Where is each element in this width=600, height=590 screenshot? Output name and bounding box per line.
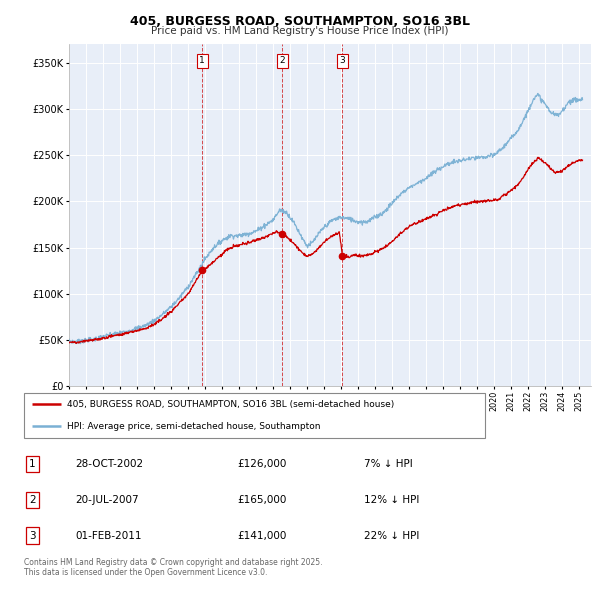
- Text: 405, BURGESS ROAD, SOUTHAMPTON, SO16 3BL (semi-detached house): 405, BURGESS ROAD, SOUTHAMPTON, SO16 3BL…: [67, 400, 394, 409]
- Text: £165,000: £165,000: [237, 495, 286, 504]
- Text: Contains HM Land Registry data © Crown copyright and database right 2025.
This d: Contains HM Land Registry data © Crown c…: [24, 558, 322, 578]
- Text: 28-OCT-2002: 28-OCT-2002: [76, 459, 144, 469]
- Text: Price paid vs. HM Land Registry's House Price Index (HPI): Price paid vs. HM Land Registry's House …: [151, 26, 449, 36]
- Text: 405, BURGESS ROAD, SOUTHAMPTON, SO16 3BL: 405, BURGESS ROAD, SOUTHAMPTON, SO16 3BL: [130, 15, 470, 28]
- Text: 1: 1: [29, 459, 36, 469]
- Text: 12% ↓ HPI: 12% ↓ HPI: [364, 495, 419, 504]
- Text: 3: 3: [340, 57, 345, 65]
- Text: £126,000: £126,000: [237, 459, 286, 469]
- Text: 3: 3: [29, 530, 36, 540]
- FancyBboxPatch shape: [24, 393, 485, 438]
- Text: 1: 1: [199, 57, 205, 65]
- Text: 20-JUL-2007: 20-JUL-2007: [76, 495, 139, 504]
- Text: HPI: Average price, semi-detached house, Southampton: HPI: Average price, semi-detached house,…: [67, 422, 320, 431]
- Text: 2: 2: [280, 57, 285, 65]
- Text: £141,000: £141,000: [237, 530, 286, 540]
- Text: 01-FEB-2011: 01-FEB-2011: [76, 530, 142, 540]
- Text: 7% ↓ HPI: 7% ↓ HPI: [364, 459, 412, 469]
- Text: 2: 2: [29, 495, 36, 504]
- Text: 22% ↓ HPI: 22% ↓ HPI: [364, 530, 419, 540]
